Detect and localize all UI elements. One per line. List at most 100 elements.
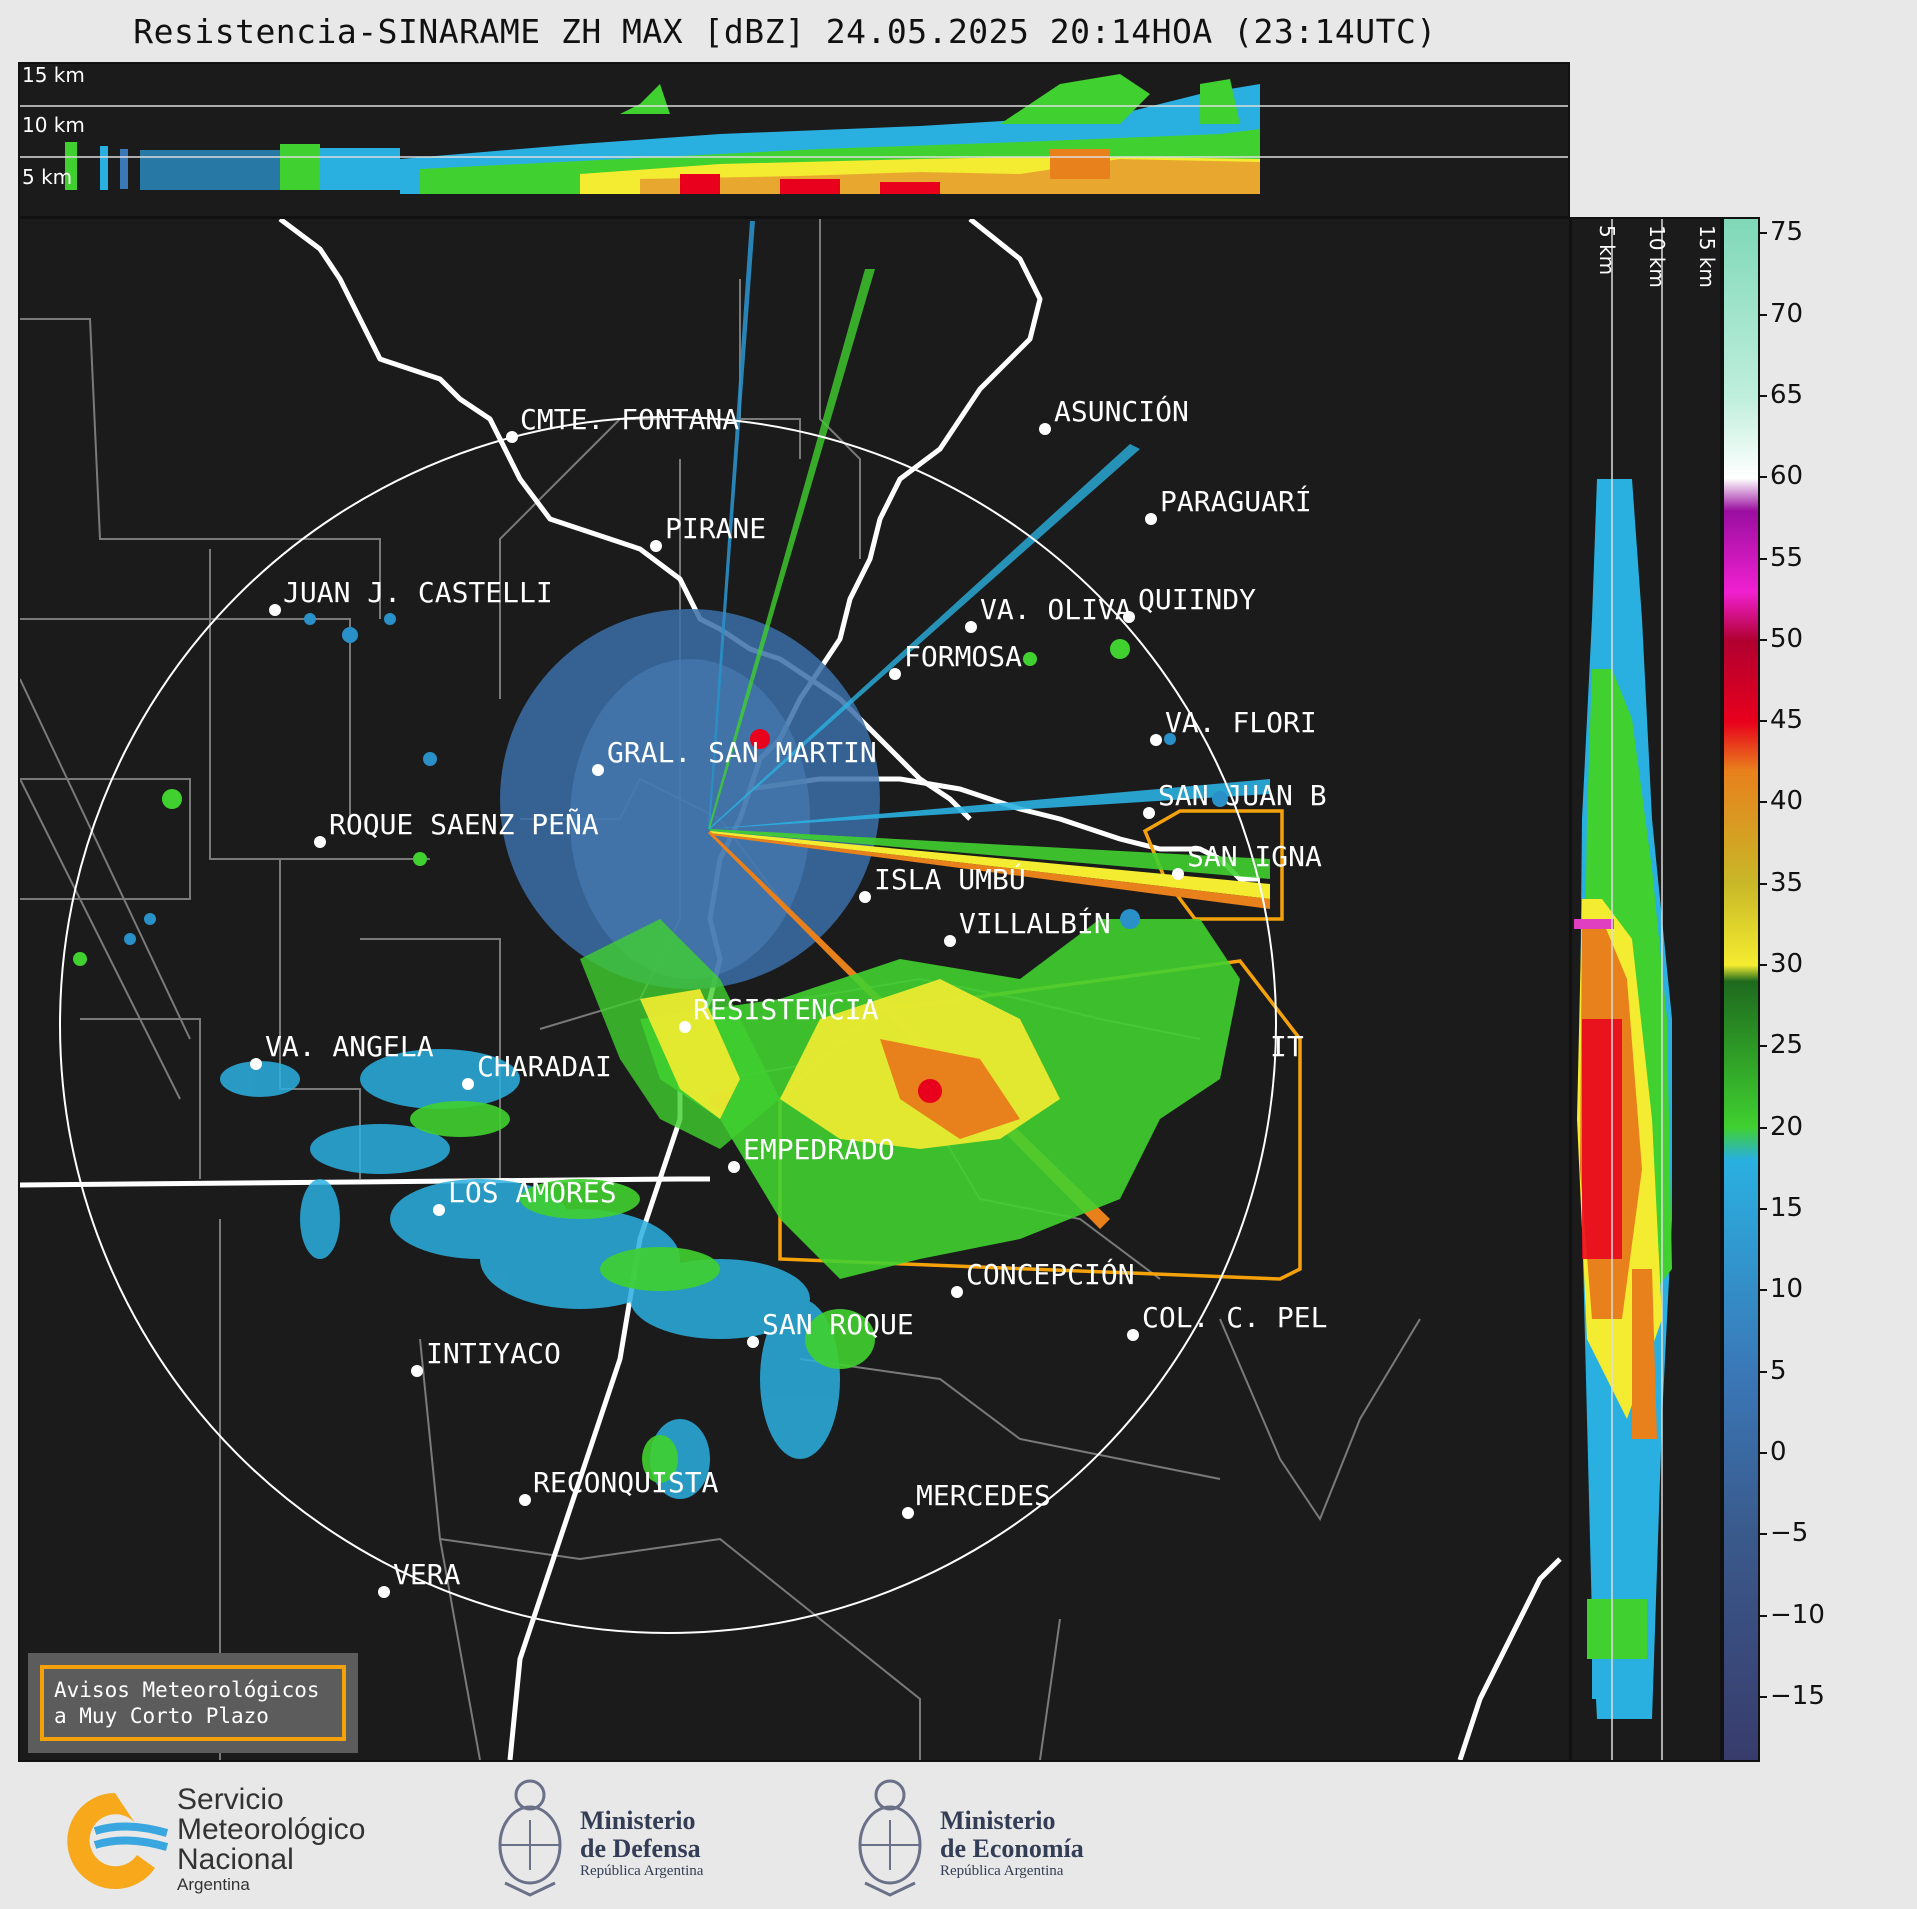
colorbar-tick-label: 20 <box>1770 1111 1804 1142</box>
colorbar-tick-label: 45 <box>1770 705 1804 736</box>
city-label: ISLA UMBÚ <box>874 862 1026 896</box>
economia-line-3: República Argentina <box>940 1863 1064 1879</box>
city-label: SAN IGNA <box>1187 840 1322 873</box>
colorbar-tick-mark <box>1760 882 1767 885</box>
colorbar-tick-mark <box>1760 557 1767 560</box>
smn-logo: Servicio Meteorológico Nacional Argentin… <box>55 1775 395 1905</box>
city-label: PARAGUARÍ <box>1160 484 1312 518</box>
smn-emblem-icon <box>67 1793 169 1889</box>
economia-logo: Ministerio de Economía República Argenti… <box>850 1775 1130 1905</box>
colorbar-tick-mark <box>1760 1614 1767 1617</box>
dbz-colorbar <box>1722 217 1760 1762</box>
aviso-line-2: a Muy Corto Plazo <box>54 1704 269 1728</box>
colorbar-tick-label: 15 <box>1770 1193 1804 1224</box>
city-label: ROQUE SAENZ PEÑA <box>329 807 599 841</box>
colorbar-tick-mark <box>1760 964 1767 967</box>
colorbar-tick-mark <box>1760 1126 1767 1129</box>
colorbar-tick-label: 50 <box>1770 623 1804 654</box>
city-label: LOS AMORES <box>448 1176 617 1209</box>
top-km-label-10: 10 km <box>22 113 85 137</box>
right-km-label-15: 15 km <box>1695 225 1719 288</box>
colorbar-tick-label: −5 <box>1770 1518 1809 1549</box>
top-height-profile: 15 km 10 km 5 km <box>18 62 1570 218</box>
colorbar-tick-mark <box>1760 313 1767 316</box>
city-label: QUIINDY <box>1138 583 1256 616</box>
rivers-borders <box>20 219 1562 1760</box>
colorbar-tick-mark <box>1760 476 1767 479</box>
coat-of-arms-icon <box>858 1779 922 1897</box>
colorbar-tick-mark <box>1760 1533 1767 1536</box>
city-label: RESISTENCIA <box>693 993 879 1026</box>
colorbar-tick-label: 70 <box>1770 298 1804 329</box>
colorbar-tick-label: 0 <box>1770 1437 1787 1467</box>
right-km-label-10: 10 km <box>1645 225 1669 288</box>
top-km-label-15: 15 km <box>22 64 85 87</box>
colorbar-tick-mark <box>1760 638 1767 641</box>
colorbar-tick-label: −10 <box>1770 1599 1825 1630</box>
city-label: JUAN J. CASTELLI <box>283 576 553 609</box>
city-label: SAN ROQUE <box>762 1308 914 1341</box>
city-label: VA. OLIVA <box>980 593 1132 626</box>
defensa-logo: Ministerio de Defensa República Argentin… <box>490 1775 750 1905</box>
colorbar-tick-mark <box>1760 394 1767 397</box>
colorbar-tick-label: 65 <box>1770 379 1804 410</box>
colorbar-tick-label: 35 <box>1770 867 1804 898</box>
city-label: VA. FLORI <box>1165 706 1317 739</box>
colorbar-tick-label: 5 <box>1770 1355 1787 1386</box>
colorbar-tick-mark <box>1760 801 1767 804</box>
city-markers: CMTE. FONTANA ASUNCIÓN PARAGUARÍ PIRANE … <box>250 394 1327 1598</box>
colorbar-tick-label: 55 <box>1770 542 1804 573</box>
city-label: PIRANE <box>665 512 766 545</box>
aviso-line-1: Avisos Meteorológicos <box>54 1678 320 1702</box>
city-label: CHARADAI <box>477 1050 612 1083</box>
city-label: INTIYACO <box>426 1337 561 1370</box>
colorbar-tick-label: −15 <box>1770 1680 1825 1711</box>
radar-map: CMTE. FONTANA ASUNCIÓN PARAGUARÍ PIRANE … <box>18 217 1571 1762</box>
range-ring <box>59 416 1277 1634</box>
defensa-line-1: Ministerio <box>580 1806 696 1835</box>
colorbar-tick-label: 60 <box>1770 461 1804 492</box>
smn-line-2: Meteorológico <box>177 1813 366 1846</box>
colorbar-tick-mark <box>1760 1695 1767 1698</box>
colorbar-tick-label: 10 <box>1770 1274 1804 1305</box>
colorbar-tick-mark <box>1760 1045 1767 1048</box>
city-label: SAN JUAN B <box>1158 779 1327 812</box>
city-label: RECONQUISTA <box>533 1466 719 1499</box>
aviso-box[interactable]: Avisos Meteorológicos a Muy Corto Plazo <box>28 1653 358 1753</box>
defensa-line-2: de Defensa <box>580 1834 701 1863</box>
city-label: VERA <box>393 1558 461 1591</box>
colorbar-tick-mark <box>1760 720 1767 723</box>
coat-of-arms-icon <box>498 1779 562 1897</box>
radar-echoes <box>73 221 1270 1499</box>
economia-line-1: Ministerio <box>940 1806 1056 1835</box>
colorbar-tick-label: 25 <box>1770 1030 1804 1061</box>
colorbar-tick-label: 40 <box>1770 786 1804 817</box>
city-label: ASUNCIÓN <box>1054 394 1189 428</box>
city-label: VA. ANGELA <box>265 1030 434 1063</box>
city-label: CMTE. FONTANA <box>520 403 739 436</box>
smn-line-4: Argentina <box>177 1875 250 1894</box>
city-label: COL. C. PEL <box>1142 1301 1327 1334</box>
top-km-label-5: 5 km <box>22 165 72 189</box>
chart-title: Resistencia-SINARAME ZH MAX [dBZ] 24.05.… <box>133 12 1437 51</box>
colorbar-tick-label: 30 <box>1770 949 1804 980</box>
right-profile-echoes <box>1574 479 1672 1719</box>
city-label: MERCEDES <box>916 1479 1051 1512</box>
colorbar-tick-mark <box>1760 1208 1767 1211</box>
city-label: FORMOSA <box>904 640 1022 673</box>
city-label: GRAL. SAN MARTIN <box>607 736 877 769</box>
smn-line-3: Nacional <box>177 1843 294 1876</box>
colorbar-tick-mark <box>1760 1289 1767 1292</box>
right-height-profile: 5 km 10 km 15 km <box>1570 217 1722 1762</box>
colorbar-tick-mark <box>1760 1370 1767 1373</box>
economia-line-2: de Economía <box>940 1834 1084 1863</box>
smn-line-1: Servicio <box>177 1783 284 1816</box>
city-label: CONCEPCIÓN <box>966 1257 1135 1291</box>
colorbar-tick-mark <box>1760 1452 1767 1454</box>
colorbar-tick-label: 75 <box>1770 217 1804 248</box>
city-label: EMPEDRADO <box>743 1133 895 1166</box>
colorbar-tick-mark <box>1760 232 1767 235</box>
city-label: VILLALBÍN <box>959 906 1111 940</box>
top-profile-echoes <box>65 74 1260 194</box>
right-km-label-5: 5 km <box>1595 225 1619 275</box>
